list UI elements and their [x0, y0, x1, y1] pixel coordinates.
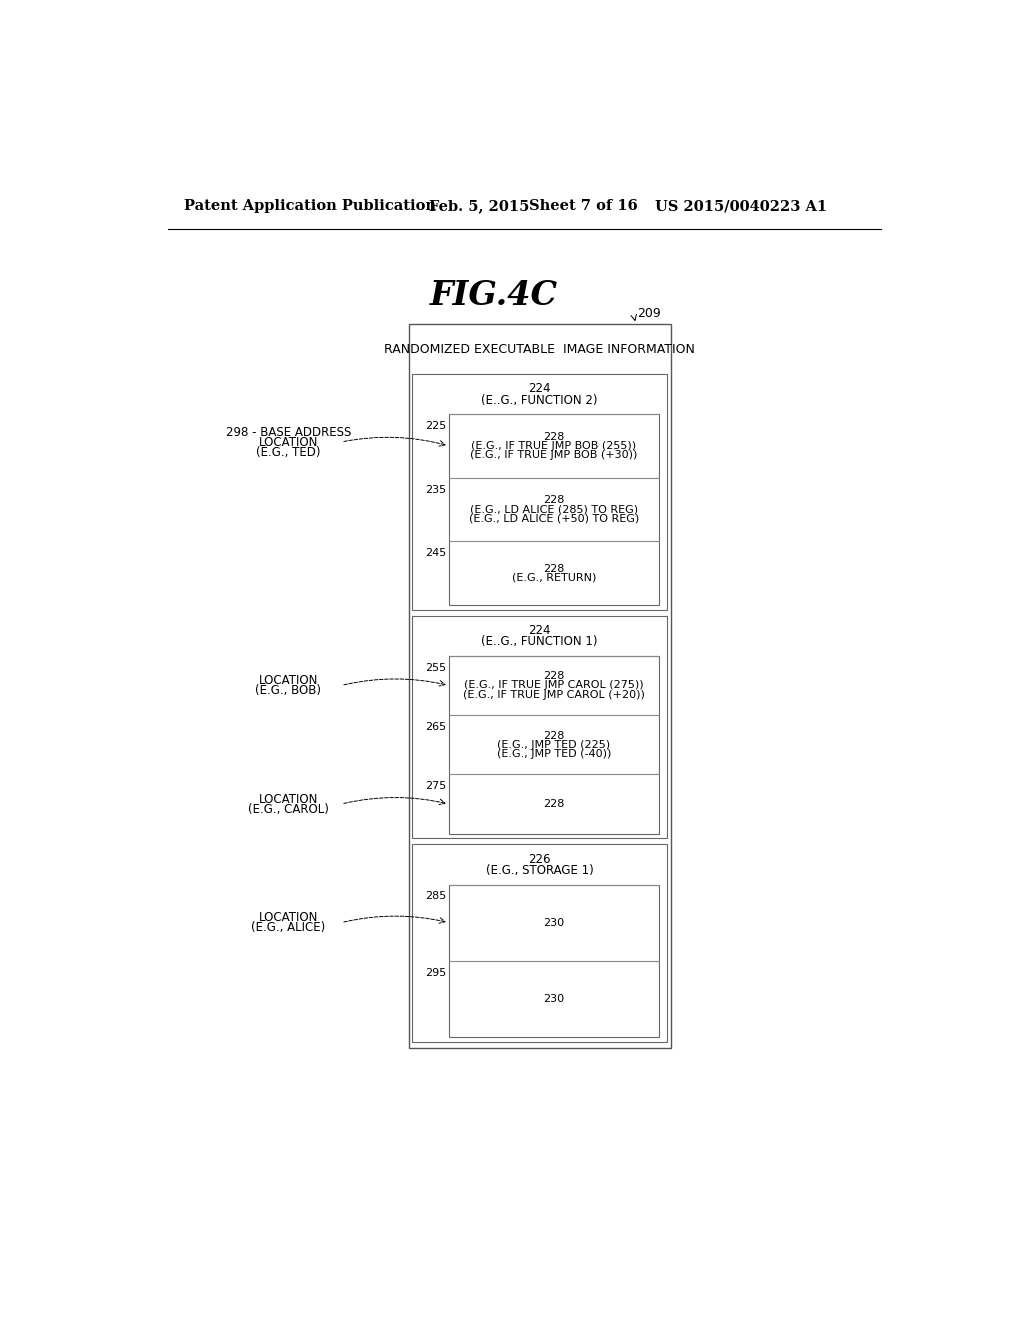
Text: LOCATION: LOCATION — [259, 911, 318, 924]
Text: 275: 275 — [425, 781, 446, 791]
Bar — [412, 374, 668, 610]
Text: 295: 295 — [425, 968, 446, 978]
Text: Sheet 7 of 16: Sheet 7 of 16 — [529, 199, 638, 213]
Text: 228: 228 — [543, 432, 564, 442]
Bar — [449, 884, 658, 1038]
Text: 255: 255 — [425, 663, 446, 673]
Text: 224: 224 — [528, 381, 551, 395]
Text: 228: 228 — [543, 799, 564, 809]
Text: 228: 228 — [543, 730, 564, 741]
Text: RANDOMIZED EXECUTABLE  IMAGE INFORMATION: RANDOMIZED EXECUTABLE IMAGE INFORMATION — [384, 343, 695, 356]
Text: 226: 226 — [528, 853, 551, 866]
Text: Patent Application Publication: Patent Application Publication — [183, 199, 436, 213]
Text: LOCATION: LOCATION — [259, 675, 318, 686]
Text: 298 - BASE ADDRESS: 298 - BASE ADDRESS — [225, 425, 351, 438]
Text: 230: 230 — [544, 994, 564, 1003]
Text: (E.G., STORAGE 1): (E.G., STORAGE 1) — [485, 865, 593, 878]
Bar — [412, 845, 668, 1041]
Text: US 2015/0040223 A1: US 2015/0040223 A1 — [655, 199, 827, 213]
Text: 245: 245 — [425, 548, 446, 558]
Text: (E.G., LD ALICE (+50) TO REG): (E.G., LD ALICE (+50) TO REG) — [469, 513, 639, 524]
Text: (E.G., IF TRUE JMP BOB (255)): (E.G., IF TRUE JMP BOB (255)) — [471, 441, 637, 451]
Text: (E.G., CAROL): (E.G., CAROL) — [248, 803, 329, 816]
Text: 228: 228 — [543, 564, 564, 574]
Text: (E.G., JMP TED (225): (E.G., JMP TED (225) — [498, 739, 610, 750]
Text: 225: 225 — [425, 421, 446, 430]
Text: 228: 228 — [543, 672, 564, 681]
Text: 285: 285 — [425, 891, 446, 902]
Text: (E.G., TED): (E.G., TED) — [256, 446, 321, 458]
Text: (E.G., JMP TED (-40)): (E.G., JMP TED (-40)) — [497, 748, 611, 759]
Text: LOCATION: LOCATION — [259, 436, 318, 449]
Text: (E.G., IF TRUE JMP CAROL (+20)): (E.G., IF TRUE JMP CAROL (+20)) — [463, 690, 645, 700]
Text: (E.G., IF TRUE JMP BOB (+30)): (E.G., IF TRUE JMP BOB (+30)) — [470, 450, 638, 461]
Text: (E.G., BOB): (E.G., BOB) — [255, 684, 322, 697]
Text: (E..G., FUNCTION 1): (E..G., FUNCTION 1) — [481, 635, 598, 648]
Bar — [449, 656, 658, 834]
Text: (E.G., ALICE): (E.G., ALICE) — [251, 921, 326, 935]
Text: (E..G., FUNCTION 2): (E..G., FUNCTION 2) — [481, 393, 598, 407]
Text: (E.G., IF TRUE JMP CAROL (275)): (E.G., IF TRUE JMP CAROL (275)) — [464, 681, 644, 690]
Text: Feb. 5, 2015: Feb. 5, 2015 — [429, 199, 529, 213]
Text: 235: 235 — [425, 484, 446, 495]
Text: 265: 265 — [425, 722, 446, 733]
Text: FIG.4C: FIG.4C — [430, 279, 558, 312]
Text: 209: 209 — [637, 308, 660, 321]
Bar — [409, 323, 671, 1048]
Bar — [412, 615, 668, 838]
Text: (E.G., LD ALICE (285) TO REG): (E.G., LD ALICE (285) TO REG) — [470, 504, 638, 515]
Text: 228: 228 — [543, 495, 564, 506]
Text: 230: 230 — [544, 917, 564, 928]
Text: 224: 224 — [528, 624, 551, 638]
Bar — [449, 414, 658, 605]
Text: (E.G., RETURN): (E.G., RETURN) — [512, 573, 596, 583]
Text: LOCATION: LOCATION — [259, 792, 318, 805]
